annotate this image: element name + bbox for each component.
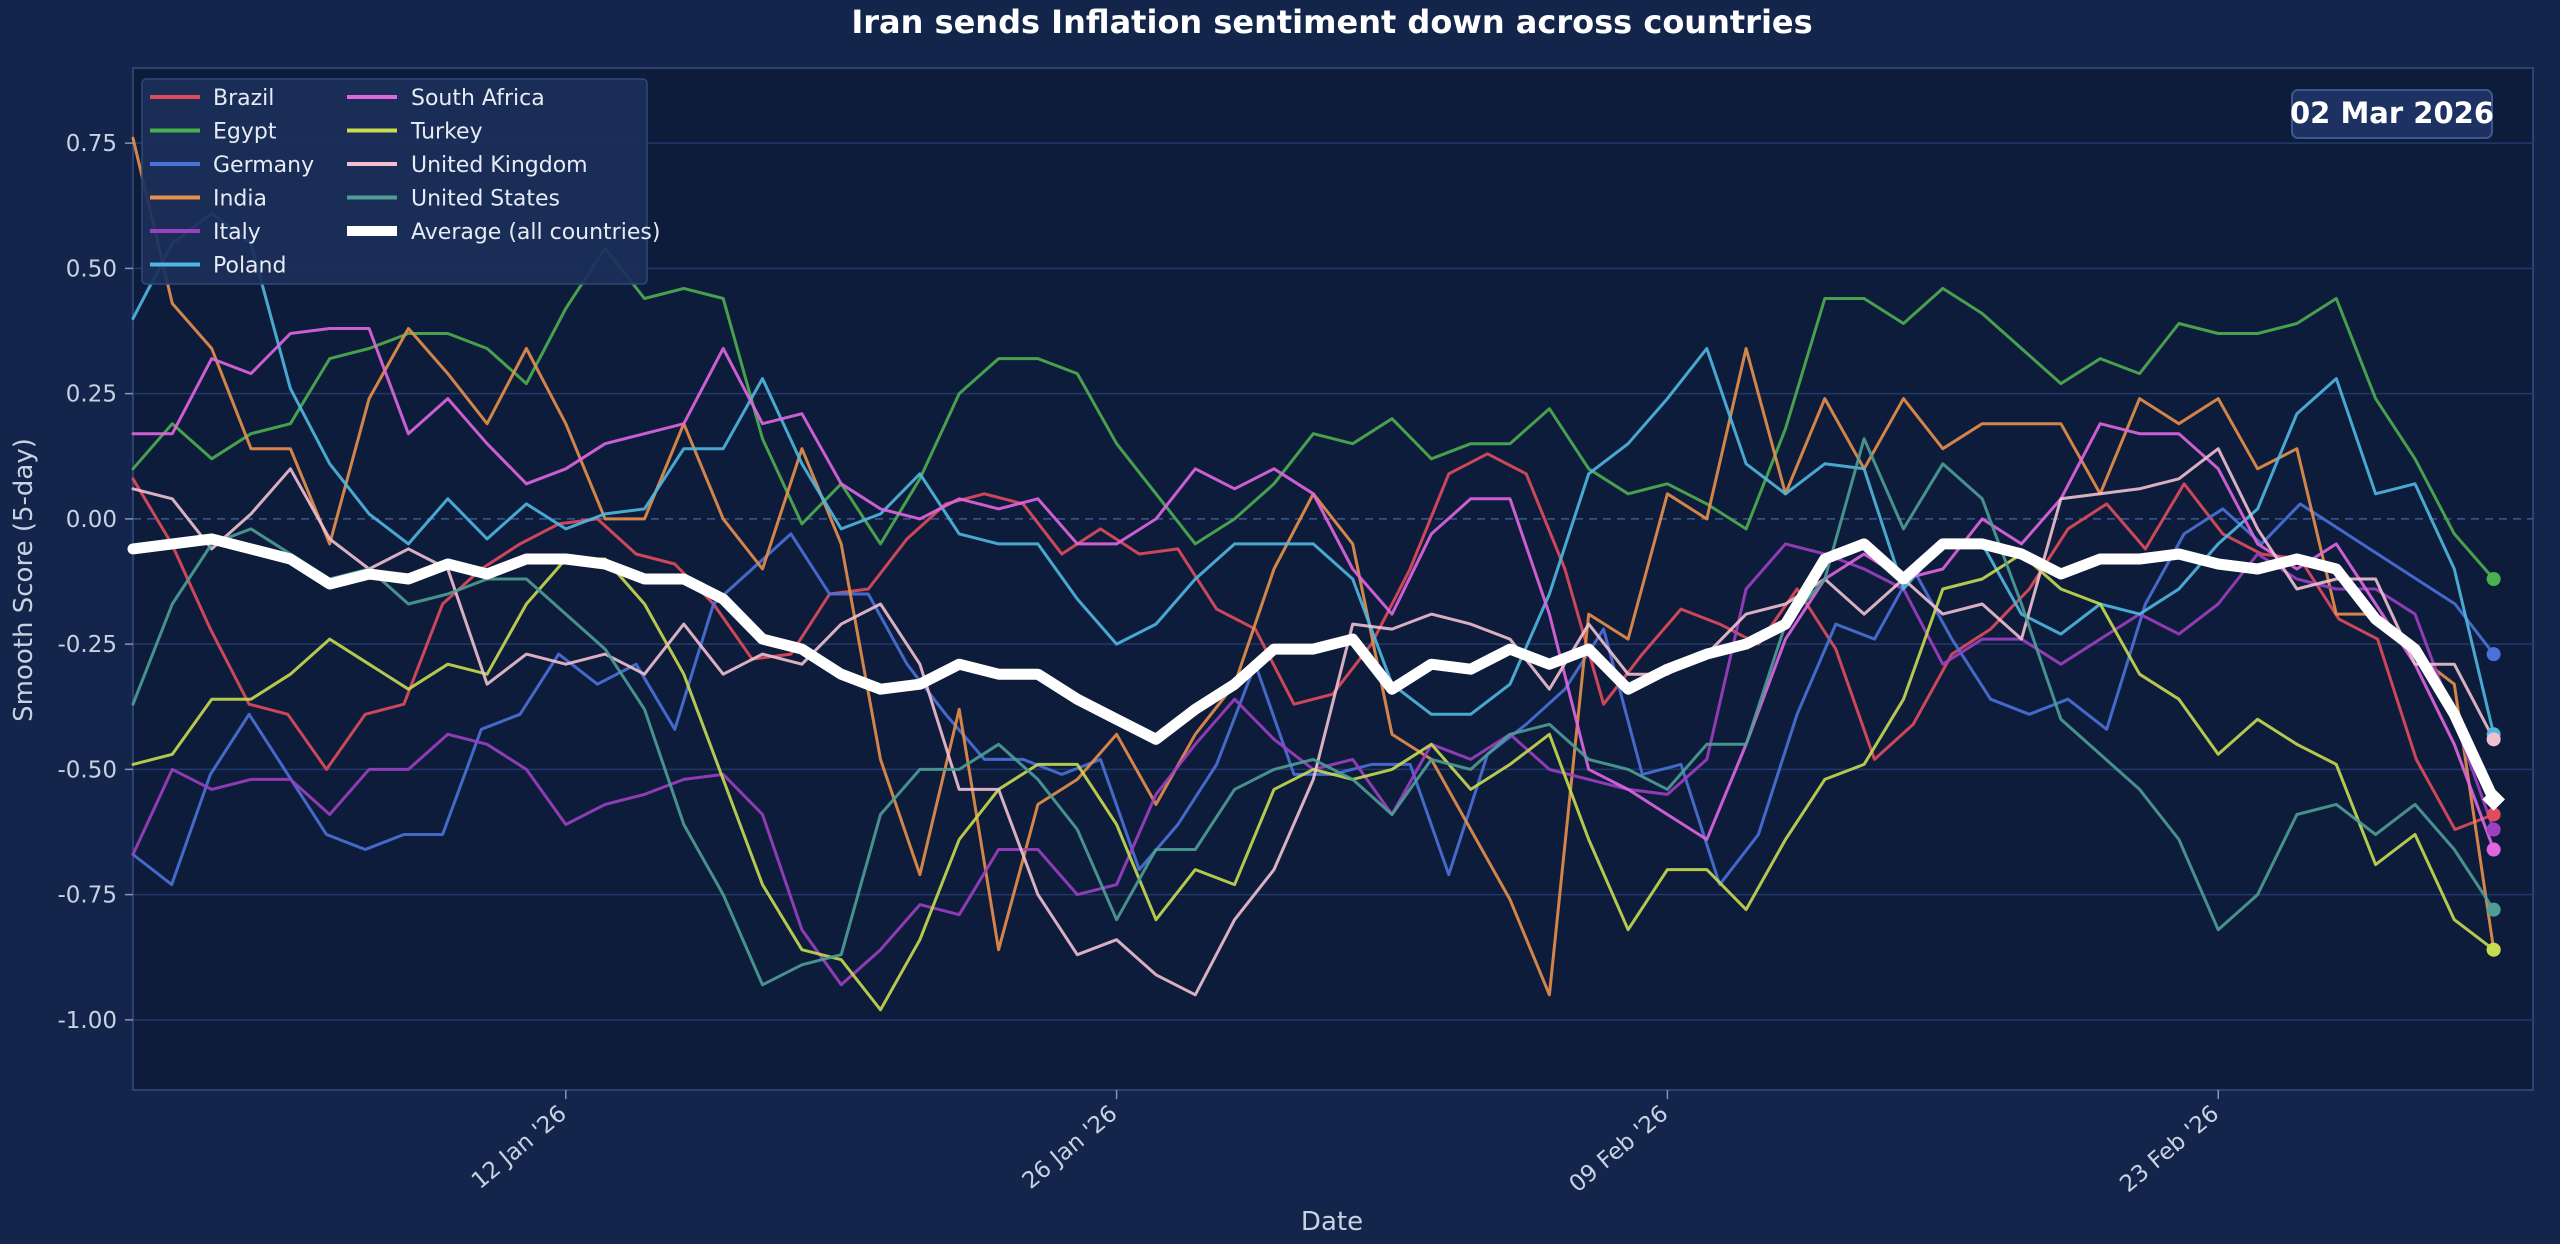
legend-label: United Kingdom bbox=[411, 153, 588, 178]
series-endpoint bbox=[2486, 572, 2501, 586]
series-endpoint bbox=[2486, 647, 2501, 662]
series-endpoint bbox=[2486, 822, 2501, 837]
y-tick-label: -0.50 bbox=[57, 757, 117, 783]
legend: Brazil Egypt Germany India Italy Poland South … bbox=[141, 78, 660, 285]
legend-label: Italy bbox=[213, 220, 261, 245]
y-tick-label: 0.75 bbox=[66, 131, 117, 157]
legend-label: Brazil bbox=[213, 86, 274, 111]
legend-label: Average (all countries) bbox=[411, 220, 660, 245]
legend-label: South Africa bbox=[411, 86, 545, 111]
y-axis-ticks: 0.75 0.50 0.25 0.00 -0.25 -0.50 -0.75 -1.00 bbox=[57, 131, 133, 1034]
legend-label: Turkey bbox=[410, 120, 483, 145]
series-endpoint bbox=[2486, 732, 2501, 747]
series-lines bbox=[127, 136, 2500, 1012]
series-line bbox=[131, 452, 2496, 831]
legend-label: Germany bbox=[213, 153, 314, 178]
y-tick-label: -0.25 bbox=[57, 632, 117, 658]
legend-box bbox=[141, 78, 648, 285]
y-tick-label: -1.00 bbox=[57, 1008, 117, 1034]
series-endpoint bbox=[2486, 902, 2501, 917]
series-line bbox=[131, 246, 2496, 581]
date-badge-text: 02 Mar 2026 bbox=[2290, 96, 2494, 130]
legend-label: United States bbox=[411, 187, 560, 212]
y-tick-label: 0.25 bbox=[66, 382, 117, 408]
series-line bbox=[127, 533, 2500, 805]
series-line bbox=[131, 437, 2496, 987]
series-endpoint bbox=[2482, 788, 2505, 811]
chart-title: Iran sends Inflation sentiment down acro… bbox=[851, 3, 1812, 41]
series-line bbox=[131, 447, 2496, 997]
series-endpoint bbox=[2486, 807, 2501, 822]
legend-label: Egypt bbox=[213, 120, 277, 145]
date-badge-box bbox=[2291, 89, 2493, 139]
series-endpoint bbox=[2486, 942, 2501, 957]
legend-label: Poland bbox=[213, 254, 286, 279]
series-endpoints bbox=[2482, 572, 2505, 957]
y-tick-label: 0.50 bbox=[66, 256, 117, 282]
series-endpoint bbox=[2486, 842, 2501, 857]
series-line bbox=[131, 552, 2496, 1012]
y-tick-label: 0.00 bbox=[66, 507, 117, 533]
legend-label: India bbox=[213, 187, 267, 212]
y-tick-label: -0.75 bbox=[57, 883, 117, 909]
series-line bbox=[131, 327, 2496, 851]
x-axis-label: Date bbox=[1301, 1207, 1363, 1237]
date-badge: 02 Mar 2026 bbox=[2290, 89, 2494, 139]
y-axis-label: Smooth Score (5-day) bbox=[9, 438, 39, 722]
